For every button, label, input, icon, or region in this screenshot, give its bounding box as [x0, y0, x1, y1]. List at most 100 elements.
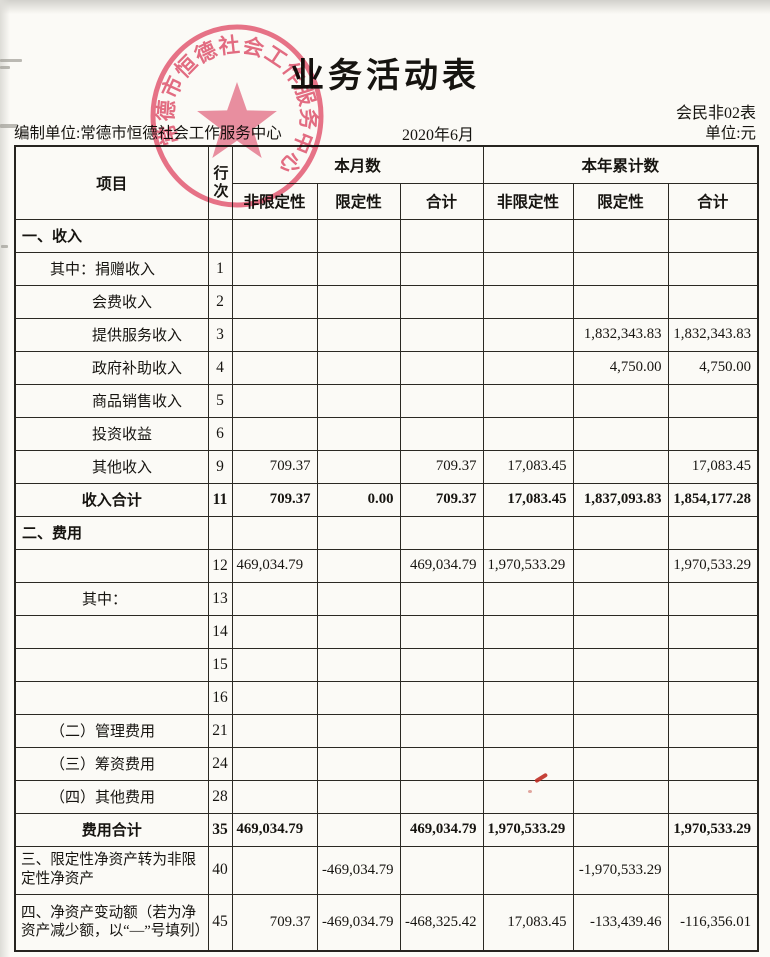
amount-cell — [667, 746, 759, 781]
table-row: 12 469,034.79 469,034.79 1,970,533.29 1,970,… — [14, 548, 759, 583]
amount-cell — [482, 845, 574, 895]
amount-cell — [316, 680, 401, 715]
amount-cell: 709.37 — [231, 482, 318, 517]
amount-cell — [231, 284, 318, 319]
scan-artifact — [0, 66, 10, 69]
amount-cell: 1,832,343.83 — [667, 317, 759, 352]
table-row: （二）管理费用 21 — [14, 713, 759, 748]
table-row: （三）筹资费用 24 — [14, 746, 759, 781]
row-label: 会费收入 — [14, 284, 209, 319]
amount-cell — [482, 779, 574, 814]
amount-cell — [316, 218, 401, 253]
amount-cell — [667, 515, 759, 550]
amount-cell: -133,439.46 — [572, 893, 669, 952]
amount-cell — [399, 845, 484, 895]
amount-cell — [231, 581, 318, 616]
amount-cell — [482, 680, 574, 715]
amount-cell — [482, 383, 574, 418]
table-row: 14 — [14, 614, 759, 649]
amount-cell — [316, 515, 401, 550]
amount-cell: -1,970,533.29 — [572, 845, 669, 895]
amount-cell — [667, 845, 759, 895]
amount-cell — [482, 218, 574, 253]
amount-cell — [667, 416, 759, 451]
amount-cell — [482, 416, 574, 451]
amount-cell — [231, 515, 318, 550]
report-meta-row: 编制单位:常德市恒德社会工作服务中心 2020年6月 单位:元 — [0, 121, 770, 144]
table-row: 提供服务收入 3 1,832,343.83 1,832,343.83 — [14, 317, 759, 352]
amount-cell — [399, 680, 484, 715]
table-row: 16 — [14, 680, 759, 715]
amount-cell: 17,083.45 — [482, 449, 574, 484]
amount-cell: -116,356.01 — [667, 893, 759, 952]
amount-cell — [572, 581, 669, 616]
amount-cell: 709.37 — [231, 449, 318, 484]
row-label: 二、费用 — [14, 515, 209, 550]
table-row: 三、限定性净资产转为非限定性净资产 40 -469,034.79 -1,970,533… — [14, 845, 759, 895]
row-line-number: 35 — [207, 812, 233, 847]
row-line-number: 24 — [207, 746, 233, 781]
table-row: 会费收入 2 — [14, 284, 759, 319]
row-line-number: 45 — [207, 893, 233, 952]
amount-cell — [572, 548, 669, 583]
row-line-number: 15 — [207, 647, 233, 682]
row-label: 其中： — [14, 581, 209, 616]
row-line-number: 11 — [207, 482, 233, 517]
amount-cell: 17,083.45 — [667, 449, 759, 484]
amount-cell — [231, 218, 318, 253]
red-pen-mark-dot — [528, 790, 532, 793]
row-label: （三）筹资费用 — [14, 746, 209, 781]
amount-cell — [572, 680, 669, 715]
row-line-number: 6 — [207, 416, 233, 451]
row-label: （四）其他费用 — [14, 779, 209, 814]
table-row: 四、净资产变动额（若为净资产减少额，以“—”号填列） 45 709.37 -469,0… — [14, 893, 759, 952]
amount-cell: 17,083.45 — [482, 482, 574, 517]
amount-cell: 469,034.79 — [399, 548, 484, 583]
row-label: （二）管理费用 — [14, 713, 209, 748]
row-label: 其他收入 — [14, 449, 209, 484]
row-line-number — [207, 515, 233, 550]
column-header-line-no: 行次 — [207, 145, 233, 220]
amount-cell — [399, 317, 484, 352]
amount-cell — [667, 614, 759, 649]
amount-cell — [399, 416, 484, 451]
row-line-number: 21 — [207, 713, 233, 748]
column-group-current-month: 本月数 — [231, 145, 484, 184]
amount-cell: 1,970,533.29 — [482, 548, 574, 583]
table-header-row-1: 项目 行次 本月数 本年累计数 — [14, 145, 759, 220]
scan-edge-shadow-left — [0, 0, 10, 957]
amount-cell — [316, 350, 401, 385]
amount-cell: 0.00 — [316, 482, 401, 517]
row-line-number: 2 — [207, 284, 233, 319]
row-line-number: 1 — [207, 251, 233, 286]
amount-cell — [572, 779, 669, 814]
row-label: 商品销售收入 — [14, 383, 209, 418]
table-row: 其中： 13 — [14, 581, 759, 616]
amount-cell — [231, 746, 318, 781]
page-title: 业务活动表 — [290, 58, 480, 95]
amount-cell: 469,034.79 — [399, 812, 484, 847]
amount-cell — [231, 251, 318, 286]
row-label — [14, 647, 209, 682]
amount-cell — [482, 647, 574, 682]
column-header-item: 项目 — [14, 145, 209, 220]
amount-cell — [572, 812, 669, 847]
amount-cell — [231, 845, 318, 895]
amount-cell — [572, 614, 669, 649]
amount-cell: 709.37 — [231, 893, 318, 952]
amount-cell — [482, 284, 574, 319]
row-label: 三、限定性净资产转为非限定性净资产 — [14, 845, 209, 895]
amount-cell — [399, 383, 484, 418]
amount-cell — [316, 614, 401, 649]
business-activity-table: 项目 行次 本月数 本年累计数 非限定性 限定性 合计 非限定性 限定性 合计 … — [14, 145, 760, 952]
amount-cell: 709.37 — [399, 449, 484, 484]
amount-cell — [316, 449, 401, 484]
amount-cell — [231, 614, 318, 649]
table-row: 一、收入 — [14, 218, 759, 253]
amount-cell — [482, 317, 574, 352]
amount-cell — [316, 548, 401, 583]
amount-cell — [231, 647, 318, 682]
amount-cell — [316, 383, 401, 418]
amount-cell: 1,837,093.83 — [572, 482, 669, 517]
